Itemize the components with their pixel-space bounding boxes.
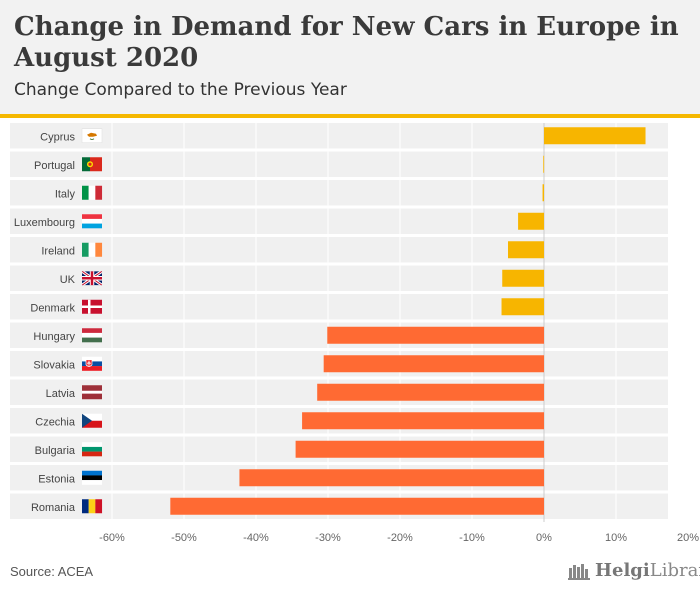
bar-bulgaria (295, 440, 544, 458)
category-label: Hungary (33, 331, 75, 343)
row-band (10, 265, 668, 291)
category-label: UK (60, 274, 76, 286)
bar-estonia (239, 469, 544, 487)
bar-cyprus (544, 127, 646, 145)
row-band (10, 294, 668, 320)
slovakia-flag-icon (82, 356, 102, 371)
x-tick-label: -20% (387, 532, 413, 544)
category-label: Estonia (38, 473, 76, 485)
category-label: Italy (55, 188, 76, 200)
x-tick-label: -50% (171, 532, 197, 544)
bar-ireland (508, 241, 544, 259)
x-tick-label: 10% (605, 532, 627, 544)
bar-denmark (501, 298, 544, 316)
category-label: Luxembourg (14, 217, 75, 229)
bar-portugal (543, 155, 545, 173)
library-icon (568, 563, 590, 580)
category-label: Bulgaria (35, 445, 76, 457)
row-band (10, 151, 668, 177)
bar-italy (542, 184, 544, 202)
chart-header: Change in Demand for New Cars in Europe … (0, 0, 700, 114)
luxembourg-flag-icon (82, 214, 102, 229)
row-band (10, 237, 668, 263)
chart-subtitle: Change Compared to the Previous Year (14, 80, 347, 100)
bar-uk (502, 269, 544, 287)
row-band (10, 180, 668, 206)
romania-flag-icon (82, 499, 103, 514)
latvia-flag-icon (82, 385, 102, 400)
x-tick-label: -30% (315, 532, 341, 544)
hungary-flag-icon (82, 328, 102, 343)
portugal-flag-icon (82, 157, 102, 172)
category-label: Portugal (34, 160, 75, 172)
x-tick-label: -60% (99, 532, 125, 544)
bar-chart: Cyprus Portugal Italy Luxembourg Ireland UK De… (10, 123, 699, 544)
bar-slovakia (323, 355, 544, 373)
ireland-flag-icon (82, 242, 103, 257)
italy-flag-icon (82, 185, 103, 200)
header-accent-line (0, 114, 700, 118)
x-tick-label: 0% (536, 532, 552, 544)
chart-title: Change in Demand for New Cars in Europe … (14, 12, 679, 73)
category-label: Slovakia (33, 359, 75, 371)
row-band (10, 208, 668, 234)
brand-logo: HelgiLibrary. (568, 560, 700, 581)
bar-romania (170, 497, 544, 515)
source-note: Source: ACEA (10, 564, 94, 579)
category-label: Cyprus (40, 131, 75, 143)
bar-hungary (327, 326, 544, 344)
category-label: Latvia (46, 388, 76, 400)
brand-name: HelgiLibrary. (595, 560, 700, 581)
bulgaria-flag-icon (82, 442, 102, 457)
estonia-flag-icon (82, 470, 102, 485)
bar-luxembourg (518, 212, 544, 230)
category-label: Czechia (35, 416, 76, 428)
x-tick-label: -40% (243, 532, 269, 544)
bar-latvia (317, 383, 544, 401)
uk-flag-icon (82, 271, 102, 286)
x-tick-label: 20% (677, 532, 699, 544)
denmark-flag-icon (82, 299, 102, 314)
category-label: Romania (31, 502, 76, 514)
bar-czechia (302, 412, 544, 430)
x-tick-label: -10% (459, 532, 485, 544)
category-label: Denmark (30, 302, 75, 314)
cyprus-flag-icon (81, 128, 103, 143)
czechia-flag-icon (82, 413, 102, 428)
category-label: Ireland (41, 245, 75, 257)
